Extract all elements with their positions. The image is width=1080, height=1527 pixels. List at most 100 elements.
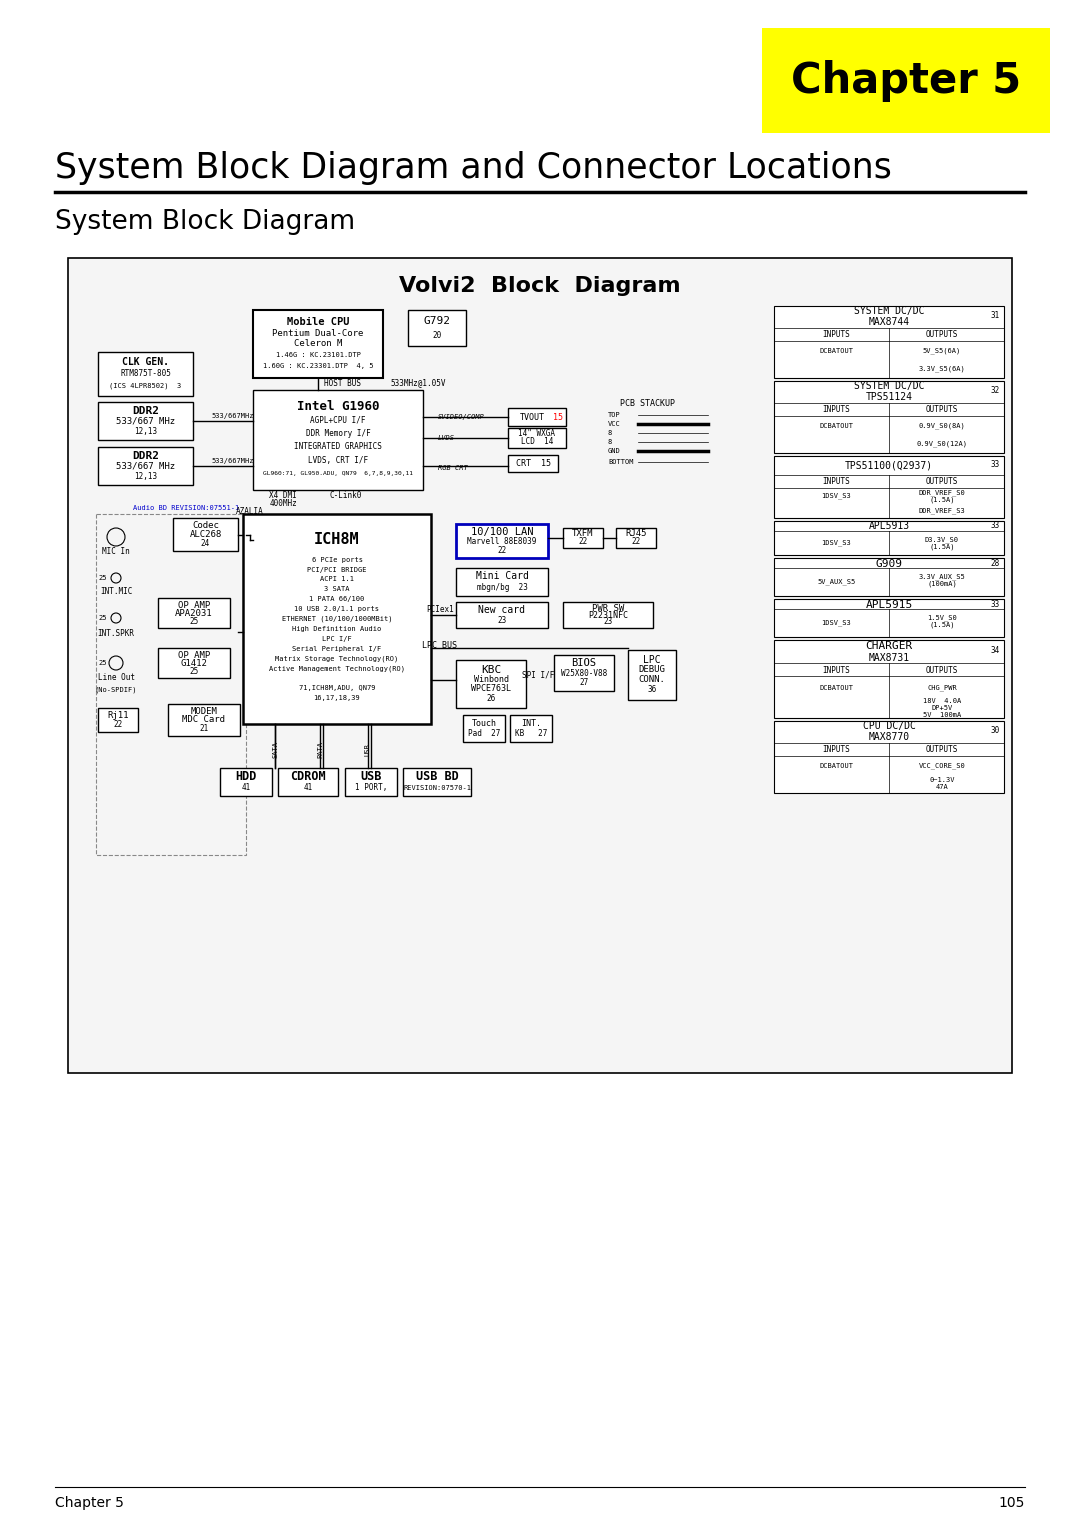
- Text: 21: 21: [200, 724, 208, 733]
- Text: ETHERNET (10/100/1000MBit): ETHERNET (10/100/1000MBit): [282, 615, 392, 621]
- Text: 6 PCIe ports: 6 PCIe ports: [311, 557, 363, 563]
- Text: CHARGER: CHARGER: [865, 641, 913, 651]
- FancyBboxPatch shape: [774, 305, 1004, 379]
- FancyBboxPatch shape: [463, 715, 505, 742]
- Text: DEBUG: DEBUG: [638, 666, 665, 675]
- Text: 28: 28: [990, 559, 1000, 568]
- FancyBboxPatch shape: [158, 647, 230, 678]
- Text: CPU DC/DC: CPU DC/DC: [863, 721, 916, 731]
- Text: 533/667MHz: 533/667MHz: [212, 458, 254, 464]
- Text: 31: 31: [990, 312, 1000, 321]
- Text: KBC: KBC: [481, 664, 501, 675]
- Text: PCIex1: PCIex1: [427, 606, 454, 614]
- Text: P2231NFC: P2231NFC: [588, 611, 627, 620]
- Text: 25: 25: [98, 615, 107, 621]
- Text: BOTTOM: BOTTOM: [608, 460, 634, 466]
- Text: PCI/PCI BRIDGE: PCI/PCI BRIDGE: [307, 567, 367, 573]
- Text: 8: 8: [608, 431, 612, 437]
- Text: OUTPUTS: OUTPUTS: [926, 666, 958, 675]
- Text: G792: G792: [423, 316, 450, 325]
- Text: OUTPUTS: OUTPUTS: [926, 745, 958, 754]
- FancyBboxPatch shape: [554, 655, 615, 692]
- Text: Volvi2  Block  Diagram: Volvi2 Block Diagram: [400, 276, 680, 296]
- FancyBboxPatch shape: [98, 447, 193, 486]
- Text: APL5915: APL5915: [865, 600, 913, 609]
- Text: DCBATOUT: DCBATOUT: [819, 348, 853, 354]
- Text: LVDS: LVDS: [438, 435, 455, 441]
- Text: (ICS 4LPR8502)  3: (ICS 4LPR8502) 3: [109, 382, 181, 389]
- FancyBboxPatch shape: [762, 27, 1050, 133]
- Text: Pad  27: Pad 27: [468, 730, 500, 739]
- Text: W25X80-V88: W25X80-V88: [561, 669, 607, 678]
- Text: C-Link0: C-Link0: [329, 492, 362, 501]
- Text: 3.3V_AUX_S5
(100mA): 3.3V_AUX_S5 (100mA): [918, 573, 966, 586]
- Text: Pentium Dual-Core: Pentium Dual-Core: [272, 328, 364, 337]
- Text: 1DSV_S3: 1DSV_S3: [821, 620, 851, 626]
- Text: 0.9V_S0(12A): 0.9V_S0(12A): [917, 441, 968, 447]
- Text: TOP: TOP: [608, 412, 621, 418]
- Text: 41: 41: [303, 783, 312, 793]
- Text: OP AMP: OP AMP: [178, 651, 211, 660]
- Text: INPUTS: INPUTS: [822, 476, 850, 486]
- Text: SATA: SATA: [272, 742, 278, 759]
- FancyBboxPatch shape: [774, 457, 1004, 518]
- Text: Line Out: Line Out: [97, 673, 135, 683]
- Text: 105: 105: [999, 1496, 1025, 1510]
- Text: USB: USB: [365, 744, 372, 756]
- Text: HDD: HDD: [235, 770, 257, 783]
- FancyBboxPatch shape: [774, 382, 1004, 454]
- FancyBboxPatch shape: [508, 455, 558, 472]
- Text: 1DSV_S3: 1DSV_S3: [821, 539, 851, 547]
- Text: 5V_S5(6A): 5V_S5(6A): [922, 347, 961, 354]
- Text: APA2031: APA2031: [175, 608, 213, 617]
- Text: PWR SW: PWR SW: [592, 603, 624, 612]
- Text: 23: 23: [604, 617, 612, 626]
- Text: INPUTS: INPUTS: [822, 405, 850, 414]
- Text: AZALIA: AZALIA: [237, 507, 264, 516]
- FancyBboxPatch shape: [774, 721, 1004, 793]
- Text: 16,17,18,39: 16,17,18,39: [313, 695, 361, 701]
- Text: SYSTEM DC/DC: SYSTEM DC/DC: [854, 307, 924, 316]
- Text: SPI I/F: SPI I/F: [522, 670, 554, 680]
- Text: DCBATOUT: DCBATOUT: [819, 762, 853, 768]
- Text: PATA: PATA: [318, 742, 323, 759]
- FancyBboxPatch shape: [563, 528, 603, 548]
- Text: Intel G1960: Intel G1960: [297, 400, 379, 414]
- Text: 1.60G : KC.23301.DTP  4, 5: 1.60G : KC.23301.DTP 4, 5: [262, 363, 374, 368]
- Text: 34: 34: [990, 646, 1000, 655]
- FancyBboxPatch shape: [774, 557, 1004, 596]
- FancyBboxPatch shape: [253, 389, 423, 490]
- FancyBboxPatch shape: [168, 704, 240, 736]
- Text: OUTPUTS: OUTPUTS: [926, 405, 958, 414]
- FancyBboxPatch shape: [456, 524, 548, 557]
- Text: 71,ICH8M,ADU, QN79: 71,ICH8M,ADU, QN79: [299, 686, 375, 692]
- Text: DCBATOUT: DCBATOUT: [819, 423, 853, 429]
- FancyBboxPatch shape: [616, 528, 656, 548]
- Text: MODEM: MODEM: [190, 707, 217, 716]
- Text: Celeron M: Celeron M: [294, 339, 342, 348]
- Text: 1.5V_S0
(1.5A): 1.5V_S0 (1.5A): [927, 614, 957, 628]
- FancyBboxPatch shape: [253, 310, 383, 379]
- Text: HOST BUS: HOST BUS: [324, 379, 362, 388]
- Text: MAX8731: MAX8731: [868, 652, 909, 663]
- FancyBboxPatch shape: [456, 602, 548, 628]
- Text: LPC BUS: LPC BUS: [422, 641, 458, 651]
- Text: DDR_VREF_S0
(1.5A): DDR_VREF_S0 (1.5A): [918, 489, 966, 502]
- FancyBboxPatch shape: [173, 518, 238, 551]
- Text: 20: 20: [432, 331, 442, 339]
- FancyBboxPatch shape: [345, 768, 397, 796]
- Text: INPUTS: INPUTS: [822, 666, 850, 675]
- Text: 36: 36: [647, 686, 657, 695]
- Text: USB BD: USB BD: [416, 770, 458, 783]
- Text: TXFM: TXFM: [572, 530, 594, 539]
- Text: 30: 30: [990, 727, 1000, 734]
- Text: OUTPUTS: OUTPUTS: [926, 476, 958, 486]
- Text: CONN.: CONN.: [638, 675, 665, 684]
- Text: Touch: Touch: [472, 719, 497, 727]
- Text: DDR_VREF_S3: DDR_VREF_S3: [918, 507, 966, 515]
- Text: MIC In: MIC In: [103, 548, 130, 556]
- Text: 1 PORT,: 1 PORT,: [355, 783, 388, 793]
- Text: 8: 8: [608, 438, 612, 444]
- Text: Mini Card: Mini Card: [475, 571, 528, 582]
- Text: SYSTEM DC/DC: SYSTEM DC/DC: [854, 382, 924, 391]
